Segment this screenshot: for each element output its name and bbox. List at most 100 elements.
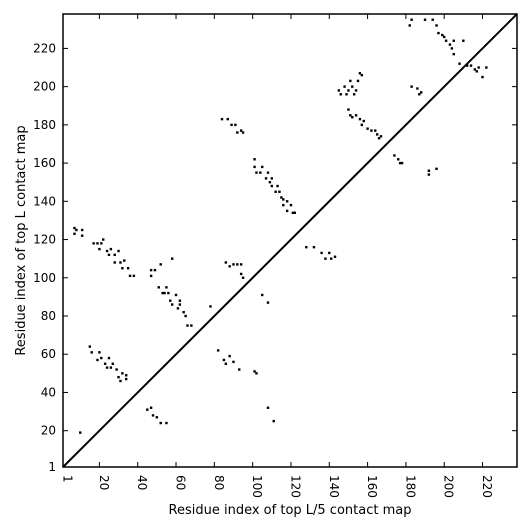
contact-point [102, 238, 105, 241]
contact-point [128, 274, 132, 278]
contact-point [75, 228, 78, 232]
contact-point [362, 119, 365, 123]
contact-point [125, 377, 128, 381]
contact-point [261, 293, 264, 297]
contact-point [444, 39, 448, 42]
diagonal-line [62, 13, 518, 468]
contact-point [276, 184, 279, 188]
contact-point [264, 177, 268, 180]
plot-frame [62, 13, 518, 468]
y-tick-label: 40 [41, 385, 56, 399]
contact-point [209, 305, 212, 308]
contact-point [435, 167, 438, 171]
contact-point [161, 291, 164, 295]
x-axis-ticks: 1 20 40 60 80 100 120 140 160 180 200 220 [61, 14, 494, 498]
contact-point [255, 171, 258, 174]
contact-point [410, 85, 413, 88]
contact-point [427, 169, 431, 172]
contact-point [253, 158, 256, 161]
contact-point [427, 173, 431, 176]
contact-point [149, 268, 153, 272]
contact-point [351, 85, 354, 88]
contact-point [266, 406, 270, 409]
contact-point [100, 356, 103, 360]
contact-point [228, 354, 231, 358]
contact-point [261, 165, 264, 169]
contact-point [465, 64, 469, 67]
contact-point [109, 247, 113, 251]
contact-point [109, 366, 113, 369]
contact-point [228, 265, 231, 268]
contact-point [119, 379, 122, 383]
y-tick-label: 60 [41, 347, 56, 361]
contact-point [190, 324, 193, 327]
contact-point [107, 253, 111, 257]
contact-point [397, 158, 400, 161]
contact-point [333, 255, 337, 258]
contact-point [239, 129, 243, 132]
contact-point [157, 286, 160, 289]
contact-point [123, 259, 126, 262]
contact-point [165, 421, 168, 425]
contact-point [105, 366, 109, 369]
contact-point [253, 370, 256, 373]
x-axis-label: Residue index of top L/5 contact map [169, 503, 412, 518]
contact-point [236, 131, 239, 134]
contact-point [236, 263, 239, 266]
contact-point [266, 301, 270, 304]
contact-point [149, 274, 153, 278]
contact-point [416, 87, 419, 90]
x-tick-label: 1 [61, 475, 75, 483]
contact-point [469, 64, 473, 67]
contact-point [285, 200, 289, 203]
contact-point [477, 66, 480, 69]
contact-point [169, 299, 172, 302]
contact-point [184, 314, 187, 318]
contact-point [305, 245, 308, 249]
contact-point [268, 181, 272, 184]
contact-point [437, 31, 440, 35]
contact-point [452, 39, 455, 42]
contact-point [259, 171, 262, 174]
x-tick-label: 20 [97, 475, 111, 490]
x-tick-label: 160 [365, 475, 379, 498]
contact-point [358, 72, 362, 75]
points-layer [73, 18, 488, 434]
contact-point [408, 24, 411, 27]
contact-point [291, 211, 295, 214]
contact-point [98, 247, 101, 251]
contact-point [115, 368, 118, 371]
contact-point [358, 117, 362, 121]
x-tick-label: 120 [288, 475, 302, 498]
contact-point [178, 299, 182, 302]
contact-point [125, 374, 128, 377]
contact-point [146, 408, 149, 411]
x-tick-label: 80 [212, 475, 226, 490]
contact-point [113, 261, 116, 264]
contact-point [337, 89, 341, 92]
contact-point [274, 190, 277, 193]
contact-point [481, 75, 484, 79]
contact-point [370, 129, 373, 132]
contact-point [347, 108, 350, 111]
contact-point [96, 358, 99, 362]
contact-point [234, 123, 237, 127]
contact-point [320, 251, 323, 255]
contact-point [485, 66, 488, 69]
contact-point [170, 303, 174, 306]
contact-point [345, 93, 348, 96]
contact-point [473, 68, 477, 71]
contact-point [176, 307, 180, 310]
contact-point [448, 43, 452, 46]
contact-point [159, 263, 162, 266]
contact-point [280, 196, 283, 199]
contact-point [282, 203, 285, 207]
contact-point [462, 39, 465, 42]
contact-point [420, 91, 423, 94]
contact-point [117, 375, 120, 379]
contact-point [379, 135, 383, 138]
contact-point [155, 416, 159, 419]
y-axis-label: Residue index of top L contact map [14, 125, 29, 355]
contact-point [354, 89, 358, 92]
contact-point [351, 116, 354, 119]
